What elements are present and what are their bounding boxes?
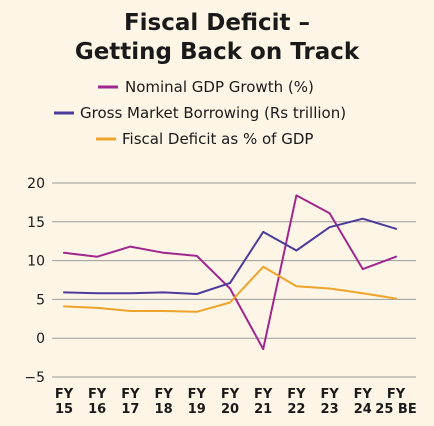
- data-point-series-2: [196, 293, 198, 295]
- legend-item-3: Fiscal Deficit as % of GDP: [96, 130, 313, 148]
- x-tick-label: 24: [354, 402, 372, 417]
- data-point-series-1: [295, 194, 298, 197]
- x-tick-label: FY: [55, 387, 74, 402]
- x-tick-label: FY: [188, 387, 207, 402]
- x-tick-label: 22: [287, 402, 305, 417]
- data-point-series-3: [229, 301, 231, 304]
- y-axis-ticks: −5 0 5 10 15 20: [24, 176, 45, 386]
- legend-item-1: Nominal GDP Growth (%): [98, 78, 314, 96]
- legend-label-3: Fiscal Deficit as % of GDP: [122, 130, 313, 148]
- x-tick-label: 17: [121, 402, 139, 417]
- data-point-series-3: [262, 266, 265, 268]
- data-point-series-1: [362, 268, 364, 270]
- x-tick-label: 25 BE: [375, 402, 416, 417]
- chart-legend: Nominal GDP Growth (%) Gross Market Borro…: [54, 78, 346, 148]
- y-tick-label: 15: [27, 215, 45, 231]
- x-tick-label: FY: [154, 387, 173, 402]
- x-axis-ticks: FY15FY16FY17FY18FY19FY20FY21FY22FY23FY24…: [55, 387, 417, 417]
- data-point-series-3: [395, 297, 397, 300]
- chart-title-line-1: Fiscal Deficit –: [124, 10, 310, 36]
- y-tick-label: 0: [36, 331, 45, 347]
- x-tick-label: 18: [155, 402, 173, 417]
- series-line-1: [63, 194, 397, 351]
- chart-series: [63, 194, 397, 351]
- data-point-series-1: [129, 245, 132, 248]
- x-tick-label: 20: [221, 402, 239, 417]
- data-point-series-1: [395, 255, 397, 258]
- chart-title-line-2: Getting Back on Track: [75, 39, 360, 65]
- data-point-series-3: [162, 310, 165, 312]
- data-point-series-3: [63, 305, 65, 308]
- x-tick-label: 23: [321, 402, 339, 417]
- data-point-series-3: [196, 311, 198, 313]
- data-point-series-3: [295, 285, 298, 288]
- data-point-series-1: [196, 255, 198, 257]
- legend-item-2: Gross Market Borrowing (Rs trillion): [54, 104, 346, 122]
- x-tick-label: FY: [88, 387, 107, 402]
- x-tick-label: FY: [320, 387, 339, 402]
- data-point-series-3: [362, 292, 364, 294]
- data-point-series-2: [362, 217, 364, 220]
- legend-label-1: Nominal GDP Growth (%): [125, 78, 314, 96]
- y-tick-label: −5: [24, 370, 45, 386]
- data-point-series-1: [162, 252, 165, 254]
- y-tick-label: 10: [27, 254, 45, 270]
- y-tick-label: 20: [27, 176, 45, 192]
- data-point-series-2: [295, 249, 298, 252]
- data-point-series-2: [96, 292, 98, 294]
- x-tick-label: 21: [254, 402, 272, 417]
- x-tick-label: 16: [88, 402, 106, 417]
- chart-title: Fiscal Deficit – Getting Back on Track: [75, 10, 360, 65]
- x-tick-label: FY: [354, 387, 373, 402]
- data-point-series-1: [328, 212, 331, 215]
- data-point-series-3: [129, 310, 132, 312]
- data-point-series-2: [395, 227, 397, 230]
- x-tick-label: 19: [188, 402, 206, 417]
- x-tick-label: FY: [121, 387, 140, 402]
- data-point-series-2: [129, 292, 132, 294]
- data-point-series-1: [262, 348, 265, 350]
- x-tick-label: FY: [387, 387, 406, 402]
- data-point-series-1: [229, 287, 231, 290]
- data-point-series-2: [229, 282, 231, 284]
- x-tick-label: FY: [221, 387, 240, 402]
- data-point-series-2: [262, 231, 265, 233]
- x-tick-label: FY: [287, 387, 306, 402]
- data-point-series-1: [96, 255, 98, 258]
- data-point-series-3: [328, 287, 331, 290]
- data-point-series-1: [63, 252, 65, 254]
- legend-label-2: Gross Market Borrowing (Rs trillion): [80, 104, 346, 122]
- data-point-series-2: [328, 226, 331, 229]
- data-point-series-2: [63, 291, 65, 294]
- x-tick-label: FY: [254, 387, 273, 402]
- chart-grid: [52, 182, 416, 378]
- x-tick-label: 15: [55, 402, 73, 417]
- data-point-series-2: [162, 291, 165, 294]
- y-tick-label: 5: [36, 292, 45, 308]
- data-point-series-3: [96, 307, 98, 309]
